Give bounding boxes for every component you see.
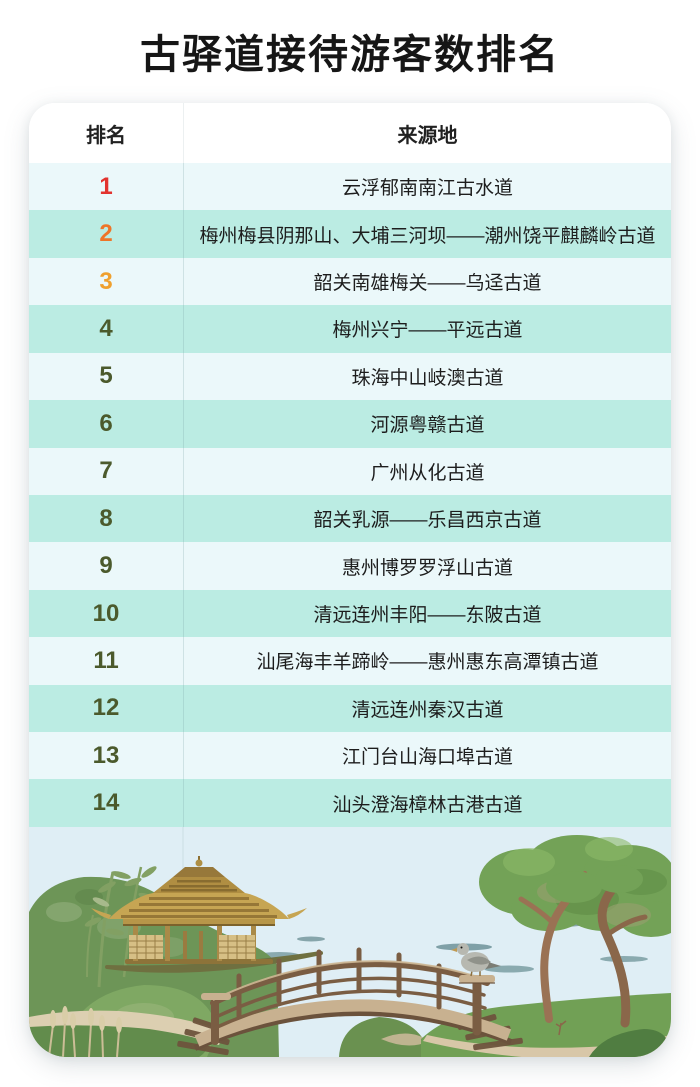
source-cell: 河源粤赣古道 [370,415,485,437]
rank-cell: 10 [29,589,184,638]
source-cell: 汕尾海丰羊蹄岭——惠州惠东高潭镇古道 [256,652,599,674]
rank-cell: 12 [29,684,184,733]
table-row: 9 惠州博罗罗浮山古道 [29,542,671,590]
rank-cell: 3 [29,257,184,306]
ranking-card: 排名 来源地 1 云浮郁南南江古水道 2 梅州梅县阴那山、大埔三河坝——潮州饶平… [29,103,671,1057]
table-row: 14 汕头澄海樟林古港古道 [29,779,671,827]
rank-cell: 13 [29,732,184,780]
pigeon-bird [451,943,501,977]
table-row: 5 珠海中山岐澳古道 [29,352,671,401]
page-title: 古驿道接待游客数排名 [140,33,560,77]
river-rock [339,1017,431,1057]
riverside-trees [479,835,671,1028]
rank-cell: 2 [29,210,184,258]
header-rank: 排名 [29,103,184,163]
table-row: 11 汕尾海丰羊蹄岭——惠州惠东高潭镇古道 [29,637,671,685]
source-cell: 韶关南雄梅关——乌迳古道 [313,273,542,295]
source-cell: 珠海中山岐澳古道 [351,367,504,389]
rank-cell: 8 [29,494,184,543]
table-row: 2 梅州梅县阴那山、大埔三河坝——潮州饶平麒麟岭古道 [29,210,671,258]
rank-cell: 7 [29,447,184,495]
source-cell: 汕头澄海樟林古港古道 [332,794,523,816]
table-row: 12 清远连州秦汉古道 [29,684,671,733]
rank-cell: 4 [29,305,184,353]
source-cell: 梅州梅县阴那山、大埔三河坝——潮州饶平麒麟岭古道 [199,225,656,247]
table-row: 6 河源粤赣古道 [29,400,671,448]
rank-cell: 6 [29,400,184,448]
scenic-illustration [29,827,671,1057]
table-row: 7 广州从化古道 [29,447,671,495]
source-cell: 惠州博罗罗浮山古道 [341,557,513,579]
table-row: 13 江门台山海口埠古道 [29,732,671,780]
source-cell: 江门台山海口埠古道 [341,747,513,769]
right-bank [421,993,671,1057]
rank-cell: 5 [29,352,184,401]
table-row: 10 清远连州丰阳——东陂古道 [29,589,671,638]
rank-cell: 9 [29,542,184,590]
table-header: 排名 来源地 [29,103,671,163]
rank-cell: 14 [29,779,184,827]
arched-bridge [177,947,523,1056]
pampas-grass [48,1006,122,1057]
source-cell: 清远连州秦汉古道 [351,699,504,721]
table-row: 3 韶关南雄梅关——乌迳古道 [29,257,671,306]
source-cell: 广州从化古道 [370,462,485,484]
source-cell: 云浮郁南南江古水道 [341,178,513,200]
table-row: 1 云浮郁南南江古水道 [29,163,671,211]
source-cell: 梅州兴宁——平远古道 [332,320,523,342]
rank-cell: 1 [29,163,184,211]
source-cell: 韶关乳源——乐昌西京古道 [313,510,542,532]
rank-cell: 11 [29,637,184,685]
golden-pavilion [91,856,323,973]
table-row: 8 韶关乳源——乐昌西京古道 [29,494,671,543]
source-cell: 清远连州丰阳——东陂古道 [313,605,542,626]
header-source: 来源地 [397,124,458,147]
table-body: 1 云浮郁南南江古水道 2 梅州梅县阴那山、大埔三河坝——潮州饶平麒麟岭古道 3… [29,163,671,827]
table-row: 4 梅州兴宁——平远古道 [29,305,671,353]
